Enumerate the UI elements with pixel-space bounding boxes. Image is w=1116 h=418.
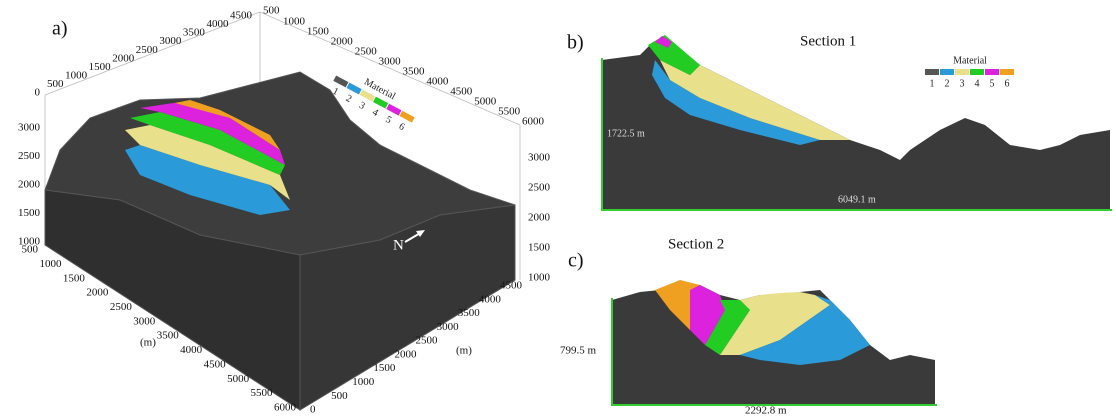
height-label: 1722.5 m xyxy=(607,128,645,139)
legend-title: Material xyxy=(953,55,987,66)
axis-tick-label: 5000 xyxy=(474,96,497,108)
axis-tick-label: 1000 xyxy=(65,69,88,81)
axis-tick-label: 2500 xyxy=(136,44,159,56)
north-label: N xyxy=(393,237,404,253)
legend-swatch xyxy=(925,69,939,75)
axis-tick-label: 4500 xyxy=(500,280,523,292)
legend-item: 4 xyxy=(975,78,980,89)
axis-tick-label: 500 xyxy=(331,390,348,402)
axis-tick-label: 0 xyxy=(310,404,316,416)
axis-tick-label: 4500 xyxy=(450,86,473,98)
section-1 xyxy=(602,35,1112,210)
section-title: Section 2 xyxy=(668,236,724,252)
legend-item: 5 xyxy=(990,78,995,89)
axis-tick-label: 2500 xyxy=(18,150,41,162)
legend-swatch xyxy=(985,69,999,75)
axis-tick-label: 500 xyxy=(47,78,64,90)
axis-unit: (m) xyxy=(456,345,472,357)
axis-tick-label: 2000 xyxy=(528,212,551,224)
axis-tick-label: 2000 xyxy=(18,179,41,191)
panel-label: b) xyxy=(567,32,584,54)
axis-tick-label: 1500 xyxy=(528,242,551,254)
axis-tick-label: 3000 xyxy=(437,321,460,333)
axis-tick-label: 1000 xyxy=(39,258,62,270)
axis-tick-label: 1000 xyxy=(528,272,551,284)
axis-tick-label: 3000 xyxy=(159,35,182,47)
axis-tick-label: 3500 xyxy=(458,307,481,319)
legend-item: 1 xyxy=(331,86,341,98)
legend-item: 6 xyxy=(397,121,407,133)
axis-tick-label: 2000 xyxy=(331,36,354,48)
panel-label: c) xyxy=(568,250,584,272)
legend-item: 5 xyxy=(384,114,394,126)
legend-swatch xyxy=(955,69,969,75)
legend-swatch xyxy=(940,69,954,75)
axis-tick-label: 5500 xyxy=(251,387,274,399)
axis-tick-label: 3000 xyxy=(133,315,156,327)
axis-tick-label: 2500 xyxy=(110,301,133,313)
axis-tick-label: 4000 xyxy=(180,344,203,356)
section-title: Section 1 xyxy=(800,33,856,49)
axis-tick-label: 1500 xyxy=(373,362,396,374)
axis-tick-label: 3000 xyxy=(18,122,41,134)
axis-tick-label: 3500 xyxy=(157,330,180,342)
axis-tick-label: 1000 xyxy=(352,376,375,388)
axis-tick-label: 2500 xyxy=(528,182,551,194)
section-2 xyxy=(612,280,937,405)
legend-item: 1 xyxy=(930,78,935,89)
width-label: 2292.8 m xyxy=(745,405,787,417)
axis-tick-label: 3500 xyxy=(183,27,206,39)
legend-item: 2 xyxy=(945,78,950,89)
legend-swatch xyxy=(1000,69,1014,75)
axis-tick-label: 4000 xyxy=(479,293,502,305)
legend-item: 4 xyxy=(370,107,380,119)
axis-tick-label: 3000 xyxy=(528,152,551,164)
axis-tick-label: 3000 xyxy=(379,56,402,68)
legend-item: 2 xyxy=(344,93,354,105)
height-label: 799.5 m xyxy=(560,345,597,357)
axis-tick-label: 4500 xyxy=(230,10,253,22)
panel-a-block xyxy=(45,12,520,410)
width-label: 6049.1 m xyxy=(838,194,876,205)
axis-tick-label: 2000 xyxy=(394,348,417,360)
axis-tick-label: 3500 xyxy=(403,66,426,78)
axis-tick-label: 2000 xyxy=(86,287,109,299)
axis-tick-label: 2500 xyxy=(416,335,439,347)
axis-tick-label: 1000 xyxy=(283,16,306,28)
axis-tick-label: 1500 xyxy=(63,272,86,284)
axis-tick-label: 4000 xyxy=(206,18,229,30)
axis-tick-label: 1500 xyxy=(89,61,112,73)
axis-tick-label: 500 xyxy=(22,244,39,256)
legend-item: 6 xyxy=(1005,78,1010,89)
axis-tick-label: 6000 xyxy=(274,402,297,414)
panel-label: a) xyxy=(52,18,68,40)
legend-swatch xyxy=(970,69,984,75)
legend-item: 3 xyxy=(357,100,367,112)
legend-item: 3 xyxy=(960,78,965,89)
axis-tick-label: 1500 xyxy=(18,207,41,219)
axis-tick-label: 1500 xyxy=(307,26,330,38)
axis-tick-label: 0 xyxy=(35,87,41,99)
axis-tick-label: 2000 xyxy=(112,52,135,64)
corner-label: 500 xyxy=(263,5,280,17)
figure: a) N (m) (m) 500 Material123456 b) Secti… xyxy=(0,0,1116,418)
axis-unit: (m) xyxy=(140,337,156,349)
axis-tick-label: 2500 xyxy=(355,46,378,58)
axis-tick-label: 4500 xyxy=(204,358,227,370)
axis-tick-label: 6000 xyxy=(522,116,545,128)
axis-tick-label: 4000 xyxy=(426,76,449,88)
axis-tick-label: 5500 xyxy=(498,106,520,118)
axis-tick-label: 5000 xyxy=(227,373,250,385)
